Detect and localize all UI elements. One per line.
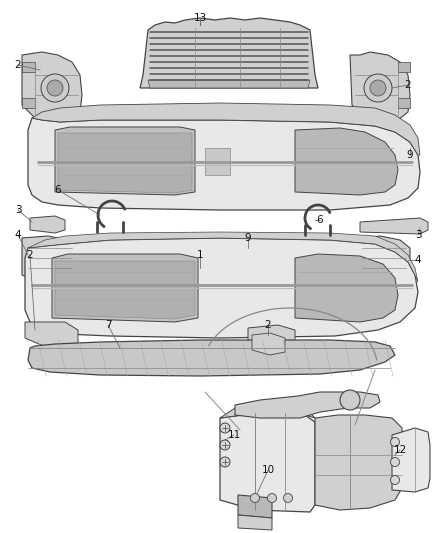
Polygon shape (392, 428, 430, 492)
Text: 7: 7 (105, 320, 111, 330)
Text: 6: 6 (317, 215, 323, 225)
Circle shape (41, 74, 69, 102)
Polygon shape (28, 340, 395, 376)
Text: 13: 13 (193, 13, 207, 23)
Circle shape (340, 390, 360, 410)
Polygon shape (238, 495, 272, 518)
Polygon shape (25, 238, 418, 338)
Text: 3: 3 (15, 205, 21, 215)
Text: 11: 11 (227, 430, 240, 440)
Polygon shape (52, 254, 198, 322)
Polygon shape (398, 62, 410, 72)
Circle shape (220, 440, 230, 450)
Polygon shape (252, 333, 285, 355)
Circle shape (364, 74, 392, 102)
Text: 2: 2 (405, 80, 411, 90)
Circle shape (283, 494, 293, 503)
Text: 10: 10 (261, 465, 275, 475)
Text: 4: 4 (15, 230, 21, 240)
Polygon shape (205, 148, 230, 175)
Text: 6: 6 (55, 185, 61, 195)
Circle shape (251, 494, 259, 503)
Text: 9: 9 (407, 150, 413, 160)
Text: 2: 2 (265, 320, 271, 330)
Polygon shape (22, 52, 82, 122)
Polygon shape (140, 18, 318, 88)
Circle shape (391, 457, 399, 466)
Polygon shape (28, 232, 418, 282)
Polygon shape (25, 322, 78, 350)
Polygon shape (22, 98, 35, 108)
Polygon shape (398, 98, 410, 108)
Text: 4: 4 (415, 255, 421, 265)
Polygon shape (58, 133, 192, 193)
Text: 9: 9 (245, 233, 251, 243)
Text: 3: 3 (415, 230, 421, 240)
Polygon shape (360, 218, 428, 234)
Polygon shape (238, 515, 272, 530)
Text: 1: 1 (197, 250, 203, 260)
Polygon shape (356, 236, 410, 282)
Circle shape (391, 438, 399, 447)
Polygon shape (55, 127, 195, 195)
Polygon shape (248, 325, 295, 348)
Circle shape (220, 423, 230, 433)
Polygon shape (30, 216, 65, 233)
Polygon shape (22, 236, 78, 282)
Circle shape (47, 80, 63, 96)
Polygon shape (220, 405, 315, 418)
Polygon shape (295, 254, 398, 322)
Polygon shape (28, 118, 420, 210)
Polygon shape (220, 413, 315, 512)
Text: 12: 12 (393, 445, 406, 455)
Circle shape (391, 475, 399, 484)
Polygon shape (148, 80, 310, 88)
Polygon shape (22, 62, 35, 72)
Polygon shape (235, 392, 380, 418)
Polygon shape (315, 415, 402, 510)
Polygon shape (55, 261, 195, 319)
Polygon shape (295, 128, 398, 195)
Circle shape (220, 457, 230, 467)
Text: 2: 2 (15, 60, 21, 70)
Circle shape (268, 494, 276, 503)
Polygon shape (32, 103, 420, 155)
Text: 2: 2 (27, 250, 33, 260)
Polygon shape (350, 52, 410, 122)
Circle shape (370, 80, 386, 96)
